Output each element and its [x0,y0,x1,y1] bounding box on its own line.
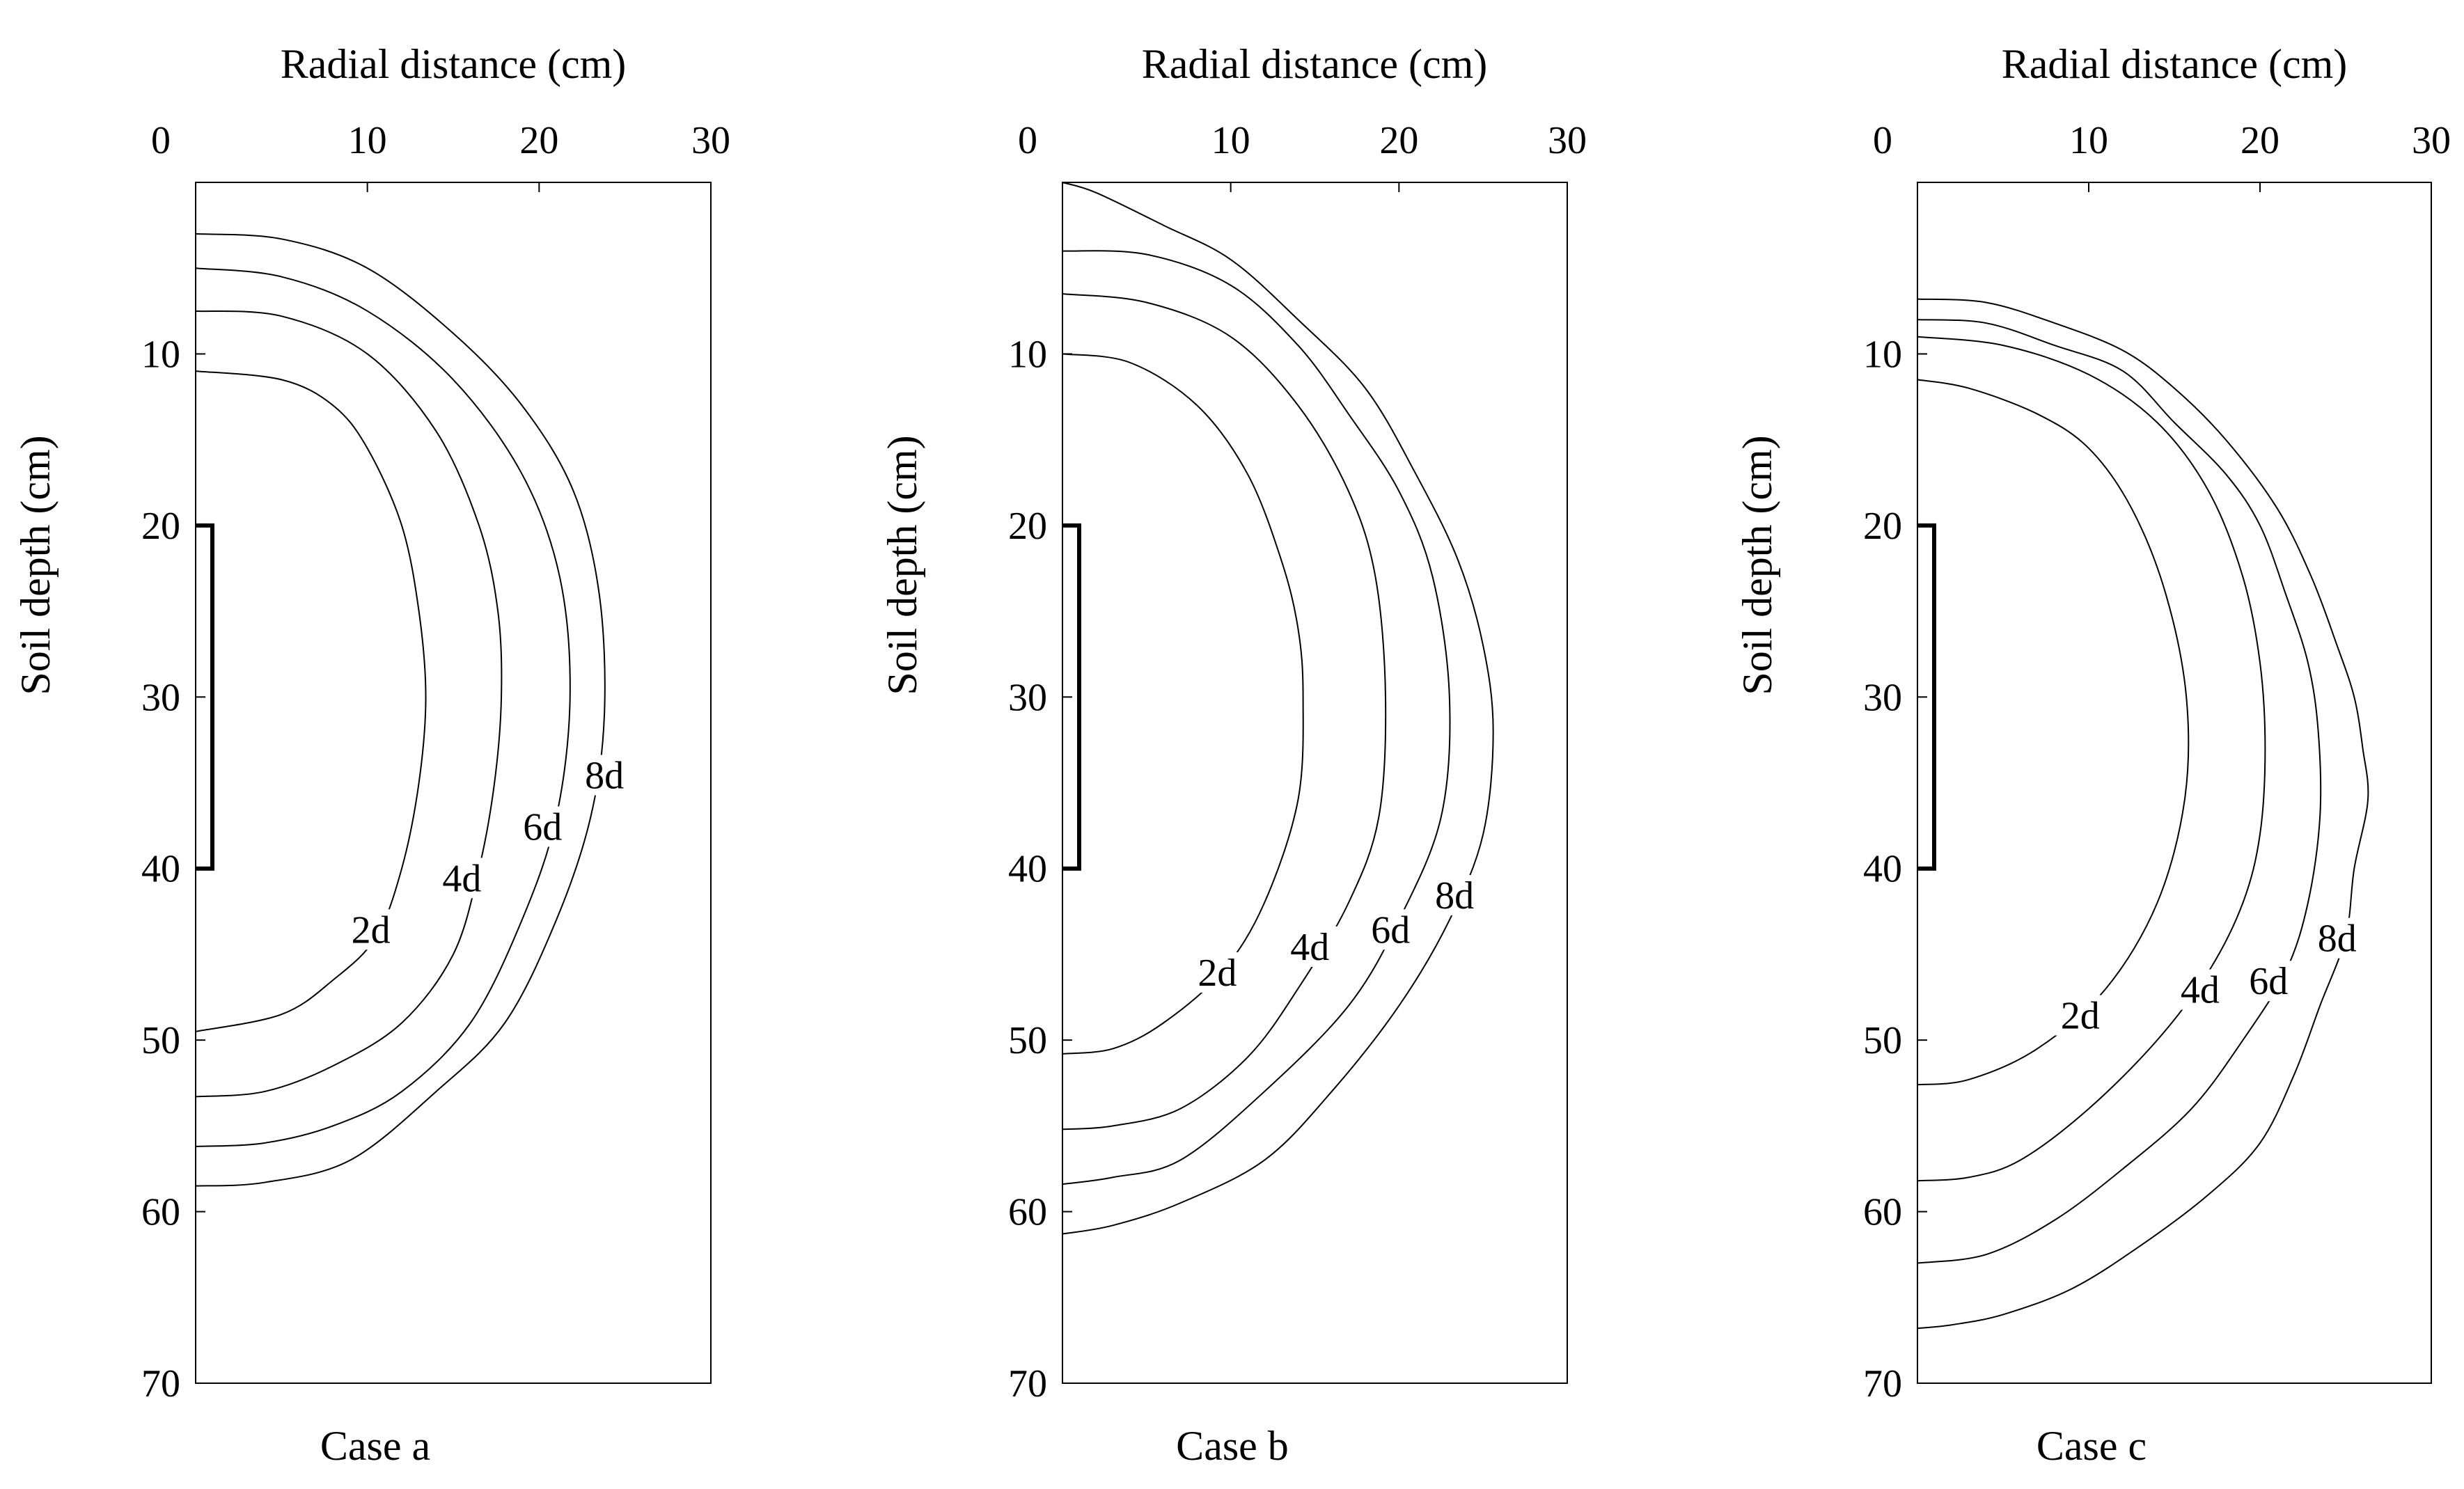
series-label-6d: 6d [523,805,562,849]
series-label-mask [574,755,636,796]
plot-frame [1917,182,2432,1384]
series-label-mask [512,806,574,847]
y-tick-label: 30 [1863,676,1902,719]
y-tick-label: 40 [1863,848,1902,891]
y-tick-label: 60 [141,1191,180,1234]
series-label-mask [2306,917,2368,959]
series-line-2d [1062,353,1304,1055]
x-axis-title: Radial distance (cm) [1142,41,1487,87]
y-tick-label: 50 [1863,1019,1902,1062]
series-label-2d: 2d [1198,952,1237,995]
plot-frame [195,182,712,1384]
series-line-8d [1917,298,2369,1330]
panel-caption: Case a [320,1423,430,1469]
panel-case-a: Radial distance (cm) Soil depth (cm) Cas… [13,41,730,1469]
y-tick-label: 70 [1008,1362,1047,1405]
x-axis-title: Radial distance (cm) [281,41,626,87]
series-label-4d: 4d [2181,969,2220,1012]
y-tick-label: 40 [141,848,180,891]
series-label-mask [1424,875,1486,915]
series-label-8d: 8d [585,755,624,798]
series-line-2d [195,370,427,1032]
x-tick-label: 0 [1018,119,1037,162]
emitter-bracket [1917,523,1936,871]
series-line-4d [195,310,503,1098]
panel-caption: Case b [1176,1423,1289,1469]
panel-caption: Case c [2037,1423,2147,1469]
axis-ticks: 0 10 20 30 10 20 30 40 50 60 70 [1008,119,1587,1405]
y-axis-title: Soil depth (cm) [879,435,925,695]
series-layer: 2d 4d 6d 8d [195,233,636,1187]
y-tick-label: 50 [1008,1019,1047,1062]
panel-case-b: Radial distance (cm) Soil depth (cm) Cas… [879,41,1587,1469]
series-line-4d [1062,293,1387,1130]
series-label-8d: 8d [2318,917,2357,961]
y-tick-label: 10 [1863,333,1902,376]
x-tick-label: 30 [691,119,730,162]
y-tick-label: 20 [1863,505,1902,548]
series-label-mask [340,909,402,950]
series-line-8d [1062,182,1494,1235]
x-tick-label: 10 [2069,119,2108,162]
series-label-2d: 2d [352,908,391,952]
x-tick-label: 30 [1548,119,1587,162]
axis-ticks: 0 10 20 30 10 20 30 40 50 60 70 [1863,119,2451,1405]
series-line-6d [1062,250,1451,1185]
y-tick-label: 60 [1863,1191,1902,1234]
series-label-2d: 2d [2061,995,2100,1038]
y-tick-label: 10 [1008,333,1047,376]
y-tick-label: 40 [1008,848,1047,891]
series-line-6d [195,267,571,1147]
series-label-mask [1279,926,1341,967]
x-tick-label: 10 [348,119,387,162]
emitter-bracket [196,523,214,871]
y-tick-label: 60 [1008,1191,1047,1234]
series-line-2d [1917,379,2190,1086]
x-tick-label: 20 [1379,119,1418,162]
y-tick-label: 30 [141,676,180,719]
series-label-4d: 4d [1290,926,1329,969]
x-tick-label: 20 [519,119,558,162]
x-tick-label: 30 [2412,119,2451,162]
series-line-8d [195,233,606,1187]
panel-case-c: Radial distance (cm) Soil depth (cm) Cas… [1734,41,2451,1469]
axis-ticks: 0 10 20 30 10 20 30 40 50 60 70 [141,119,730,1405]
x-axis-title: Radial distance (cm) [2002,41,2347,87]
x-tick-label: 10 [1211,119,1250,162]
y-tick-label: 20 [141,505,180,548]
x-tick-label: 0 [151,119,171,162]
series-label-8d: 8d [1435,874,1474,917]
series-label-mask [2049,995,2111,1036]
series-label-mask [2238,961,2300,1002]
emitter-bracket [1062,523,1081,871]
series-layer: 2d 4d 6d 8d [1917,298,2369,1330]
series-layer: 2d 4d 6d 8d [1062,182,1494,1235]
x-tick-label: 20 [2241,119,2279,162]
series-label-4d: 4d [442,857,481,900]
y-axis-title: Soil depth (cm) [1734,435,1780,695]
y-axis-title: Soil depth (cm) [13,435,58,695]
y-tick-label: 30 [1008,676,1047,719]
y-tick-label: 50 [141,1019,180,1062]
series-label-mask [1360,909,1422,950]
series-label-mask [1186,952,1248,993]
plot-frame [1062,182,1568,1384]
series-line-4d [1917,336,2266,1182]
series-label-mask [2169,969,2231,1010]
series-label-mask [431,858,493,899]
series-label-6d: 6d [1371,908,1410,952]
y-tick-label: 70 [141,1362,180,1405]
x-tick-label: 0 [1873,119,1892,162]
y-tick-label: 20 [1008,505,1047,548]
series-line-6d [1917,319,2322,1264]
y-tick-label: 70 [1863,1362,1902,1405]
y-tick-label: 10 [141,333,180,376]
series-label-6d: 6d [2249,960,2288,1003]
